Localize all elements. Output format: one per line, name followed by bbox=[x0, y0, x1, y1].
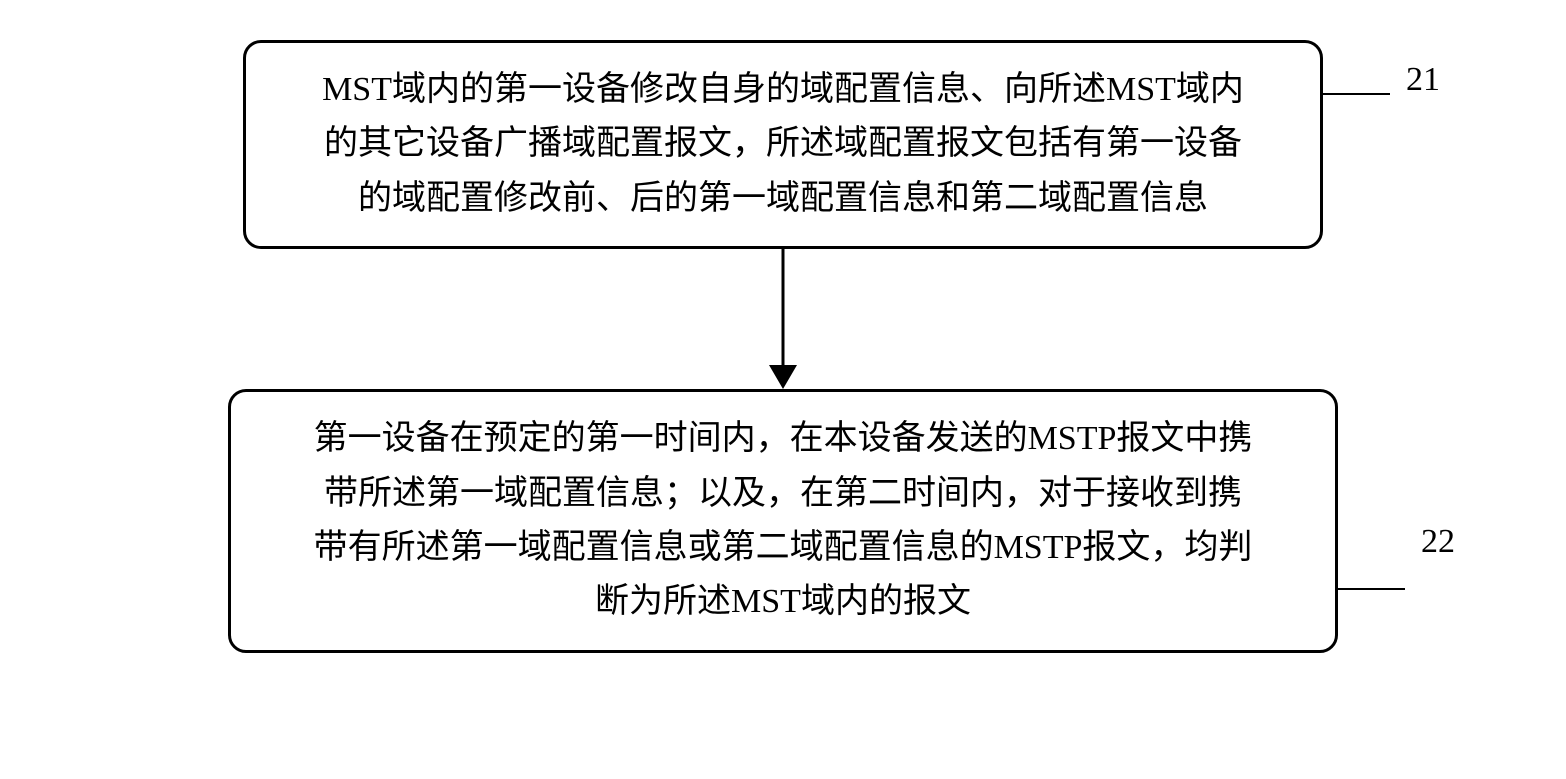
node-1-line-2: 的其它设备广播域配置报文，所述域配置报文包括有第一设备 bbox=[276, 117, 1290, 171]
flowchart-arrow bbox=[781, 249, 785, 389]
node-2-label: 22 bbox=[1421, 515, 1455, 569]
node-2-line-2: 带所述第一域配置信息；以及，在第二时间内，对于接收到携 bbox=[261, 467, 1305, 521]
arrow-head-icon bbox=[769, 365, 797, 389]
flowchart-node-2: 第一设备在预定的第一时间内，在本设备发送的MSTP报文中携 带所述第一域配置信息… bbox=[228, 389, 1338, 653]
flowchart-container: MST域内的第一设备修改自身的域配置信息、向所述MST域内 的其它设备广播域配置… bbox=[228, 40, 1338, 653]
node-1-line-3: 的域配置修改前、后的第一域配置信息和第二域配置信息 bbox=[276, 172, 1290, 226]
node-2-line-1: 第一设备在预定的第一时间内，在本设备发送的MSTP报文中携 bbox=[261, 412, 1305, 466]
node-1-label-connector bbox=[1320, 93, 1390, 95]
node-2-line-3: 带有所述第一域配置信息或第二域配置信息的MSTP报文，均判 bbox=[261, 521, 1305, 575]
arrow-line bbox=[782, 249, 785, 369]
node-1-label: 21 bbox=[1406, 53, 1440, 107]
flowchart-node-1: MST域内的第一设备修改自身的域配置信息、向所述MST域内 的其它设备广播域配置… bbox=[243, 40, 1323, 249]
node-2-line-4: 断为所述MST域内的报文 bbox=[261, 575, 1305, 629]
node-2-label-connector bbox=[1335, 588, 1405, 590]
node-1-line-1: MST域内的第一设备修改自身的域配置信息、向所述MST域内 bbox=[276, 63, 1290, 117]
